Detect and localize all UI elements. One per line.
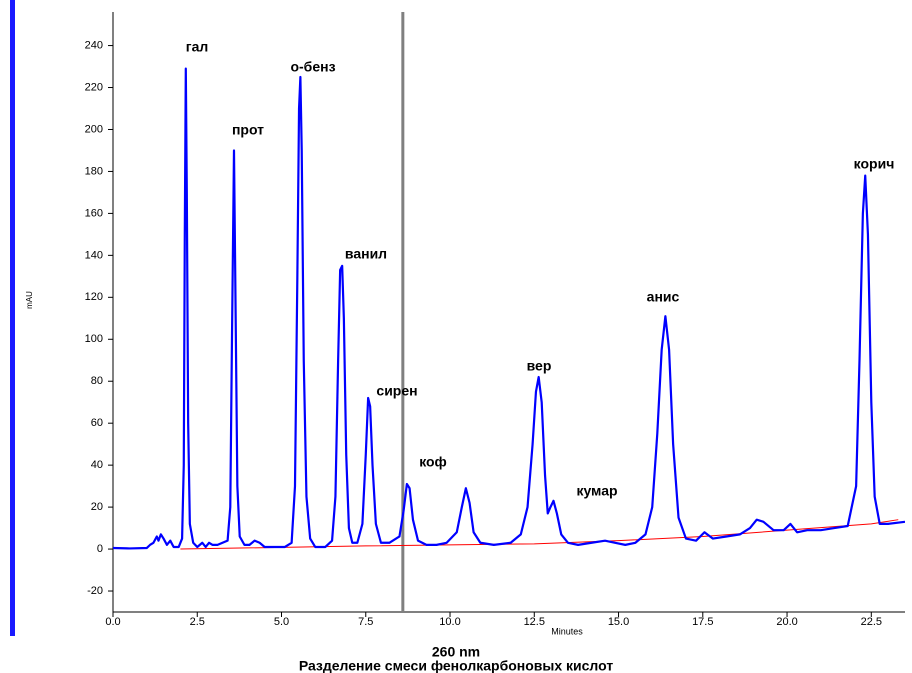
y-tick-label: 40 [91, 459, 103, 471]
y-tick-label: 80 [91, 375, 103, 387]
chart-title: Разделение смеси фенолкарбоновых кислот [299, 658, 614, 673]
peak-label: кумар [576, 483, 617, 499]
y-tick-label: 220 [85, 81, 103, 93]
y-axis-label: mAU [25, 291, 34, 309]
y-tick-label: 120 [85, 291, 103, 303]
trace [113, 67, 905, 550]
peak-label: прот [232, 122, 264, 138]
peak-label: гал [186, 39, 209, 55]
x-tick-label: 17.5 [692, 616, 713, 628]
x-tick-label: 22.5 [861, 616, 882, 628]
peak-label: вер [527, 358, 552, 374]
y-tick-label: 160 [85, 207, 103, 219]
x-tick-label: 15.0 [608, 616, 629, 628]
peak-label: о-бенз [290, 59, 335, 75]
peak-label: коф [419, 454, 447, 470]
x-tick-label: 7.5 [358, 616, 373, 628]
x-tick-label: 10.0 [439, 616, 460, 628]
y-tick-label: 60 [91, 417, 103, 429]
y-tick-label: -20 [87, 585, 103, 597]
y-tick-label: 100 [85, 333, 103, 345]
baseline [180, 519, 899, 550]
x-tick-label: 5.0 [274, 616, 289, 628]
peak-label: корич [854, 156, 895, 172]
peak-label: анис [647, 289, 680, 305]
x-axis-label: Minutes [551, 626, 583, 636]
y-tick-label: 240 [85, 39, 103, 51]
y-tick-label: 180 [85, 165, 103, 177]
x-tick-label: 0.0 [105, 616, 120, 628]
y-tick-label: 200 [85, 123, 103, 135]
y-tick-label: 140 [85, 249, 103, 261]
peak-label: сирен [376, 383, 417, 399]
x-tick-label: 12.5 [524, 616, 545, 628]
subtitle: 260 nm [432, 644, 480, 660]
left-bar [10, 0, 15, 636]
x-tick-label: 20.0 [776, 616, 797, 628]
y-tick-label: 0 [97, 543, 103, 555]
peak-label: ванил [345, 246, 387, 262]
y-tick-label: 20 [91, 501, 103, 513]
x-tick-label: 2.5 [190, 616, 205, 628]
